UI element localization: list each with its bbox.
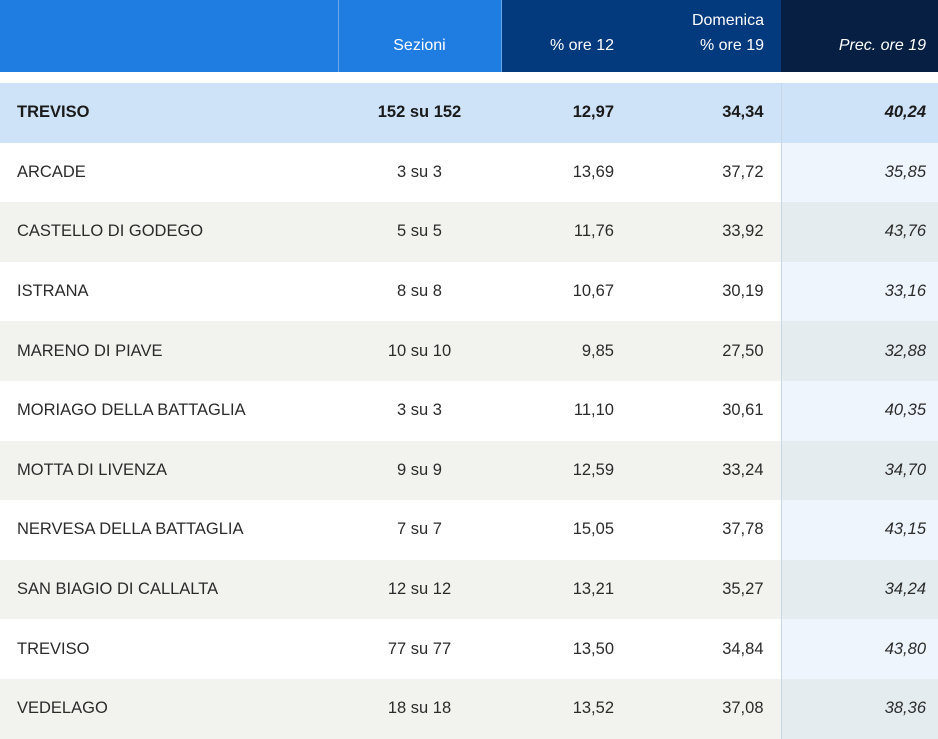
row-ore19: 27,50 xyxy=(631,321,781,381)
row-prec: 43,76 xyxy=(780,202,938,262)
row-ore12: 15,05 xyxy=(501,500,631,560)
row-name: ISTRANA xyxy=(0,261,338,322)
header-ore12: % ore 12 xyxy=(500,0,631,72)
table-row: MARENO DI PIAVE 10 su 10 9,85 27,50 32,88 xyxy=(0,321,938,381)
row-prec: 35,85 xyxy=(780,142,938,203)
row-sezioni: 3 su 3 xyxy=(338,380,501,441)
row-ore12: 13,50 xyxy=(501,619,631,679)
row-name: VEDELAGO xyxy=(0,678,338,739)
row-name: MORIAGO DELLA BATTAGLIA xyxy=(0,380,338,441)
row-ore12: 9,85 xyxy=(501,321,631,381)
row-ore19: 33,24 xyxy=(631,440,781,501)
row-ore12: 11,76 xyxy=(501,202,631,262)
row-sezioni: 9 su 9 xyxy=(338,440,501,501)
header-group-domenica: Domenica xyxy=(691,12,764,29)
row-ore12: 12,59 xyxy=(501,440,631,501)
row-prec: 40,24 xyxy=(780,83,938,143)
row-prec: 38,36 xyxy=(780,678,938,739)
table-row: MOTTA DI LIVENZA 9 su 9 12,59 33,24 34,70 xyxy=(0,440,938,501)
row-name: TREVISO xyxy=(0,83,338,143)
row-sezioni: 152 su 152 xyxy=(338,83,501,143)
row-ore19: 37,78 xyxy=(631,500,781,560)
row-ore19: 37,72 xyxy=(631,142,781,203)
row-name: MOTTA DI LIVENZA xyxy=(0,440,338,501)
row-ore12: 13,69 xyxy=(501,142,631,203)
row-name: MARENO DI PIAVE xyxy=(0,321,338,381)
row-sezioni: 5 su 5 xyxy=(338,202,501,262)
row-ore19: 33,92 xyxy=(631,202,781,262)
table-row: NERVESA DELLA BATTAGLIA 7 su 7 15,05 37,78 4… xyxy=(0,500,938,560)
table-row: CASTELLO DI GODEGO 5 su 5 11,76 33,92 43,76 xyxy=(0,202,938,262)
table-row: VEDELAGO 18 su 18 13,52 37,08 38,36 xyxy=(0,678,938,739)
header-ore19-label: % ore 19 xyxy=(699,37,764,54)
row-ore12: 13,21 xyxy=(501,559,631,620)
table-body: TREVISO 152 su 152 12,97 34,34 40,24 ARC… xyxy=(0,83,938,739)
row-name: TREVISO xyxy=(0,619,338,679)
row-name: NERVESA DELLA BATTAGLIA xyxy=(0,500,338,560)
row-prec: 43,80 xyxy=(780,619,938,679)
row-prec: 40,35 xyxy=(780,380,938,441)
row-prec: 34,24 xyxy=(780,559,938,620)
table-row: ARCADE 3 su 3 13,69 37,72 35,85 xyxy=(0,142,938,203)
row-ore19: 37,08 xyxy=(631,678,781,739)
row-sezioni: 8 su 8 xyxy=(338,261,501,322)
row-sezioni: 10 su 10 xyxy=(338,321,501,381)
row-ore12: 10,67 xyxy=(501,261,631,322)
row-ore19: 30,61 xyxy=(631,380,781,441)
row-ore19: 35,27 xyxy=(631,559,781,620)
row-ore12: 11,10 xyxy=(501,380,631,441)
row-sezioni: 18 su 18 xyxy=(338,678,501,739)
total-row: TREVISO 152 su 152 12,97 34,34 40,24 xyxy=(0,83,938,143)
table-row: SAN BIAGIO DI CALLALTA 12 su 12 13,21 35,27… xyxy=(0,559,938,620)
header-sezioni: Sezioni xyxy=(337,0,501,72)
row-sezioni: 12 su 12 xyxy=(338,559,501,620)
header-ore19: Domenica % ore 19 xyxy=(631,0,781,72)
table-row: TREVISO 77 su 77 13,50 34,84 43,80 xyxy=(0,619,938,679)
row-name: CASTELLO DI GODEGO xyxy=(0,202,338,262)
row-sezioni: 7 su 7 xyxy=(338,500,501,560)
row-name: ARCADE xyxy=(0,142,338,203)
header-prec: Prec. ore 19 xyxy=(781,0,938,72)
header-spacer xyxy=(0,72,938,83)
table-row: MORIAGO DELLA BATTAGLIA 3 su 3 11,10 30,61 4… xyxy=(0,380,938,441)
row-ore19: 34,34 xyxy=(631,83,781,143)
row-prec: 33,16 xyxy=(780,261,938,322)
row-prec: 43,15 xyxy=(780,500,938,560)
row-ore19: 30,19 xyxy=(631,261,781,322)
row-sezioni: 3 su 3 xyxy=(338,142,501,203)
table-row: ISTRANA 8 su 8 10,67 30,19 33,16 xyxy=(0,261,938,322)
row-name: SAN BIAGIO DI CALLALTA xyxy=(0,559,338,620)
row-prec: 34,70 xyxy=(780,440,938,501)
table-header: Sezioni % ore 12 Domenica % ore 19 Prec. … xyxy=(0,0,938,83)
row-ore12: 12,97 xyxy=(501,83,631,143)
row-sezioni: 77 su 77 xyxy=(338,619,501,679)
row-ore19: 34,84 xyxy=(631,619,781,679)
row-prec: 32,88 xyxy=(780,321,938,381)
row-ore12: 13,52 xyxy=(501,678,631,739)
header-comune xyxy=(0,0,338,72)
